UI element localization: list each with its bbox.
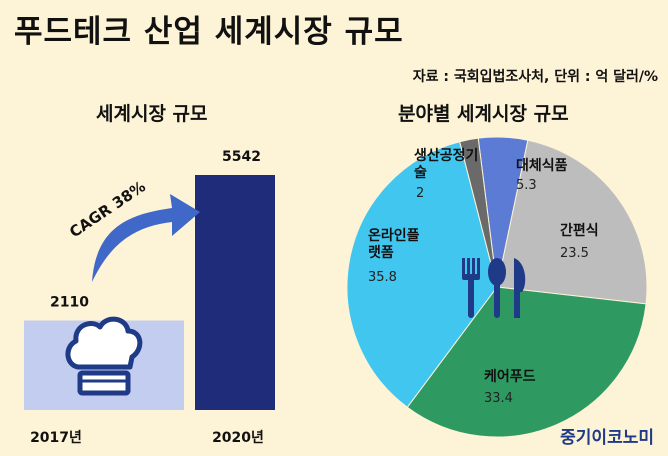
pie-slice-value-label: 33.4: [484, 391, 513, 406]
bar-2020: [195, 175, 275, 410]
bar-chart: 2110 5542 2017년 2020년 CAGR 38%: [24, 149, 275, 446]
source-note: 자료 : 국회입법조사처, 단위 : 억 달러/%: [412, 69, 658, 85]
pie-chart-title: 분야별 세계시장 규모: [398, 103, 569, 125]
pie-slice-value-label: 35.8: [368, 270, 397, 285]
pie-slice-value-label: 5.3: [516, 178, 537, 193]
bar-2017: [24, 320, 184, 410]
chef-hat-icon: [65, 316, 143, 396]
page-title: 푸드테크 산업 세계시장 규모: [14, 14, 404, 50]
bar-value-label-2020: 5542: [222, 149, 261, 165]
pie-slice-label: 대체식품: [516, 158, 568, 174]
pie-slice: [346, 141, 498, 408]
bar-category-label-2017: 2017년: [30, 430, 82, 446]
pie-slice-label: 생산공정기 술: [414, 147, 478, 181]
pie-chart: 대체식품 5.3 간편식 23.5 케어푸드 33.4 온라인플 랫폼 35.8 생산공정기 술 2: [346, 136, 648, 438]
bar-value-label-2017: 2110: [50, 295, 89, 311]
growth-arrow-icon: [92, 194, 200, 282]
brand-logo: 중기이코노미: [560, 428, 654, 448]
pie-slice-value-label: 2: [416, 186, 424, 201]
pie-slice-label: 케어푸드: [484, 368, 536, 385]
pie-slice-value-label: 23.5: [560, 246, 589, 261]
cutlery-icon: [462, 258, 526, 318]
pie-slice: [496, 139, 648, 305]
cagr-annotation: CAGR 38%: [66, 177, 149, 241]
pie-slice: [477, 136, 529, 288]
pie-slice-label: 간편식: [560, 222, 599, 239]
pie-slice: [406, 286, 647, 438]
bar-category-label-2020: 2020년: [212, 430, 264, 446]
pie-slice: [459, 137, 498, 288]
pie-slice-label: 온라인플 랫폼: [368, 227, 420, 261]
bar-chart-title: 세계시장 규모: [96, 103, 208, 125]
